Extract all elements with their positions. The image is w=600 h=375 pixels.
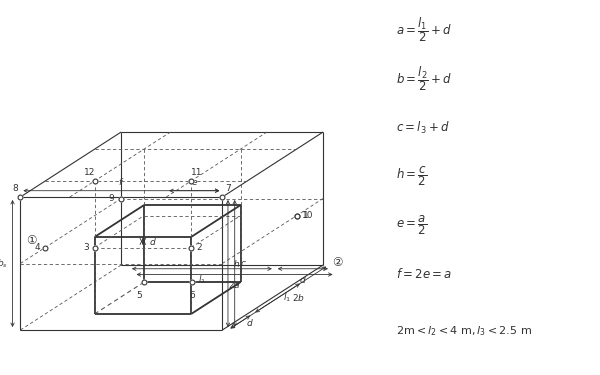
Text: $e=\dfrac{a}{2}$: $e=\dfrac{a}{2}$ (396, 213, 427, 237)
Text: $2b$: $2b$ (292, 292, 305, 303)
Text: 3: 3 (83, 243, 89, 252)
Text: $d$: $d$ (149, 236, 157, 247)
Text: $f$: $f$ (118, 176, 125, 187)
Text: $f=2e=a$: $f=2e=a$ (396, 267, 452, 281)
Text: ①: ① (26, 234, 37, 247)
Text: $h=\dfrac{c}{2}$: $h=\dfrac{c}{2}$ (396, 164, 427, 188)
Text: $b_s$: $b_s$ (0, 257, 8, 270)
Text: 1: 1 (304, 211, 309, 220)
Text: $l_1$: $l_1$ (198, 274, 206, 286)
Text: 7: 7 (225, 184, 230, 193)
Text: $h$: $h$ (233, 258, 240, 269)
Text: $c=l_3+d$: $c=l_3+d$ (396, 120, 449, 135)
Text: 10: 10 (302, 211, 314, 220)
Text: 9: 9 (108, 194, 114, 203)
Text: $d$: $d$ (299, 274, 307, 285)
Text: $2a$: $2a$ (228, 279, 241, 291)
Text: 5: 5 (136, 291, 142, 300)
Text: 12: 12 (83, 168, 95, 177)
Text: $a=\dfrac{l_1}{2}+d$: $a=\dfrac{l_1}{2}+d$ (396, 16, 452, 44)
Text: $b=\dfrac{l_2}{2}+d$: $b=\dfrac{l_2}{2}+d$ (396, 64, 452, 93)
Text: 4: 4 (34, 243, 40, 252)
Text: $e$: $e$ (191, 178, 198, 187)
Text: $l_1$: $l_1$ (283, 292, 291, 304)
Text: $d$: $d$ (245, 316, 253, 327)
Text: ②: ② (332, 256, 343, 270)
Text: $2\mathrm{m}<l_2<4\ \mathrm{m},l_3<2.5\ \mathrm{m}$: $2\mathrm{m}<l_2<4\ \mathrm{m},l_3<2.5\ … (396, 324, 532, 338)
Text: 2: 2 (196, 243, 202, 252)
Text: $c$: $c$ (239, 259, 247, 268)
Text: 8: 8 (12, 184, 18, 193)
Text: 6: 6 (190, 291, 196, 300)
Text: 11: 11 (191, 168, 202, 177)
